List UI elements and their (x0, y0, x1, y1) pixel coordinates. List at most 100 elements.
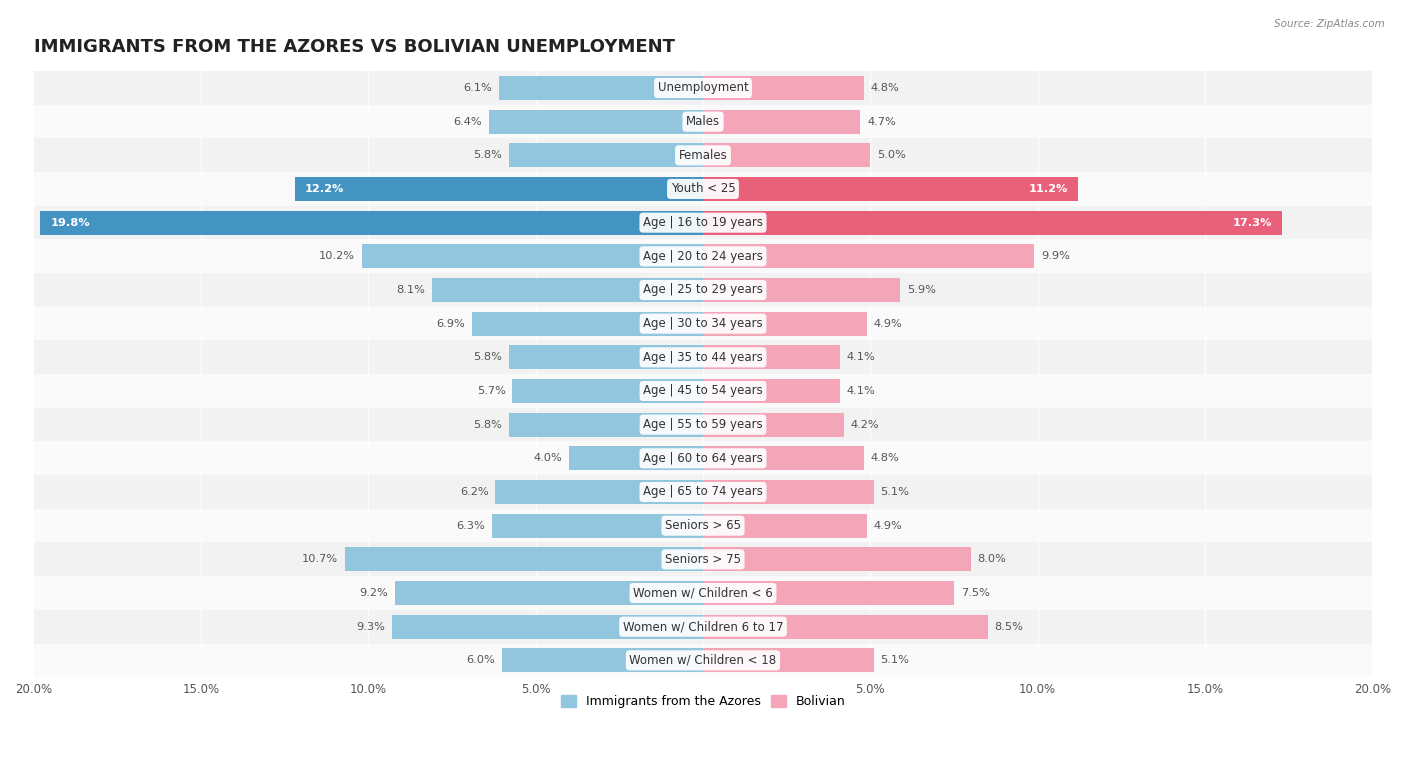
Bar (703, 581, 955, 605)
Bar (703, 615, 987, 639)
Text: 19.8%: 19.8% (51, 218, 90, 228)
Text: 5.1%: 5.1% (880, 487, 910, 497)
Text: 4.8%: 4.8% (870, 83, 898, 93)
Text: 4.8%: 4.8% (870, 453, 898, 463)
Text: Age | 16 to 19 years: Age | 16 to 19 years (643, 217, 763, 229)
Text: 9.9%: 9.9% (1040, 251, 1070, 261)
Bar (361, 245, 703, 269)
Bar (703, 345, 841, 369)
Bar (502, 648, 703, 672)
Bar (703, 143, 870, 167)
Text: 5.7%: 5.7% (477, 386, 506, 396)
Bar (34, 643, 1372, 678)
Bar (703, 210, 1282, 235)
Text: Unemployment: Unemployment (658, 82, 748, 95)
Text: 5.8%: 5.8% (474, 151, 502, 160)
Text: Women w/ Children < 6: Women w/ Children < 6 (633, 587, 773, 600)
Text: 8.5%: 8.5% (994, 621, 1024, 631)
Text: Males: Males (686, 115, 720, 128)
Bar (392, 615, 703, 639)
Text: 4.7%: 4.7% (868, 117, 896, 126)
Text: Age | 55 to 59 years: Age | 55 to 59 years (643, 418, 763, 431)
Text: 8.0%: 8.0% (977, 554, 1007, 564)
Text: 4.1%: 4.1% (846, 386, 876, 396)
Text: Age | 30 to 34 years: Age | 30 to 34 years (643, 317, 763, 330)
Bar (34, 509, 1372, 543)
Bar (509, 413, 703, 437)
Bar (703, 245, 1035, 269)
Text: IMMIGRANTS FROM THE AZORES VS BOLIVIAN UNEMPLOYMENT: IMMIGRANTS FROM THE AZORES VS BOLIVIAN U… (34, 38, 675, 56)
Text: 10.7%: 10.7% (302, 554, 339, 564)
Text: 5.8%: 5.8% (474, 352, 502, 363)
Bar (495, 480, 703, 504)
Bar (569, 446, 703, 470)
Bar (34, 441, 1372, 475)
Bar (34, 475, 1372, 509)
Bar (34, 206, 1372, 239)
Text: Age | 20 to 24 years: Age | 20 to 24 years (643, 250, 763, 263)
Text: 6.3%: 6.3% (457, 521, 485, 531)
Text: Age | 65 to 74 years: Age | 65 to 74 years (643, 485, 763, 499)
Text: Age | 60 to 64 years: Age | 60 to 64 years (643, 452, 763, 465)
Text: Women w/ Children < 18: Women w/ Children < 18 (630, 654, 776, 667)
Text: 5.0%: 5.0% (877, 151, 905, 160)
Bar (499, 76, 703, 100)
Bar (703, 312, 868, 336)
Text: 4.1%: 4.1% (846, 352, 876, 363)
Text: 9.3%: 9.3% (356, 621, 385, 631)
Text: 6.9%: 6.9% (437, 319, 465, 329)
Text: Source: ZipAtlas.com: Source: ZipAtlas.com (1274, 19, 1385, 29)
Text: Youth < 25: Youth < 25 (671, 182, 735, 195)
Bar (34, 341, 1372, 374)
Bar (703, 177, 1078, 201)
Bar (34, 71, 1372, 104)
Bar (34, 543, 1372, 576)
Bar (34, 307, 1372, 341)
Text: 11.2%: 11.2% (1028, 184, 1067, 194)
Text: Age | 25 to 29 years: Age | 25 to 29 years (643, 283, 763, 297)
Bar (509, 345, 703, 369)
Bar (34, 374, 1372, 408)
Bar (34, 576, 1372, 610)
Text: 10.2%: 10.2% (319, 251, 354, 261)
Bar (34, 273, 1372, 307)
Bar (703, 513, 868, 537)
Bar (41, 210, 703, 235)
Bar (512, 378, 703, 403)
Bar (492, 513, 703, 537)
Bar (295, 177, 703, 201)
Bar (34, 239, 1372, 273)
Bar (703, 446, 863, 470)
Text: 4.2%: 4.2% (851, 419, 879, 430)
Text: Age | 45 to 54 years: Age | 45 to 54 years (643, 385, 763, 397)
Bar (489, 110, 703, 134)
Legend: Immigrants from the Azores, Bolivian: Immigrants from the Azores, Bolivian (555, 690, 851, 713)
Bar (34, 610, 1372, 643)
Bar (703, 648, 873, 672)
Bar (472, 312, 703, 336)
Text: Age | 35 to 44 years: Age | 35 to 44 years (643, 350, 763, 364)
Text: Women w/ Children 6 to 17: Women w/ Children 6 to 17 (623, 620, 783, 633)
Text: 4.0%: 4.0% (534, 453, 562, 463)
Bar (703, 76, 863, 100)
Text: 6.0%: 6.0% (467, 656, 495, 665)
Text: 12.2%: 12.2% (305, 184, 344, 194)
Text: 5.8%: 5.8% (474, 419, 502, 430)
Text: 6.4%: 6.4% (454, 117, 482, 126)
Bar (34, 139, 1372, 172)
Text: 17.3%: 17.3% (1233, 218, 1272, 228)
Bar (703, 110, 860, 134)
Bar (509, 143, 703, 167)
Text: 9.2%: 9.2% (360, 588, 388, 598)
Text: Seniors > 65: Seniors > 65 (665, 519, 741, 532)
Text: 6.1%: 6.1% (464, 83, 492, 93)
Bar (344, 547, 703, 572)
Bar (703, 413, 844, 437)
Text: 4.9%: 4.9% (873, 521, 903, 531)
Text: 5.1%: 5.1% (880, 656, 910, 665)
Bar (432, 278, 703, 302)
Bar (34, 408, 1372, 441)
Text: 6.2%: 6.2% (460, 487, 489, 497)
Text: 5.9%: 5.9% (907, 285, 936, 295)
Text: Females: Females (679, 149, 727, 162)
